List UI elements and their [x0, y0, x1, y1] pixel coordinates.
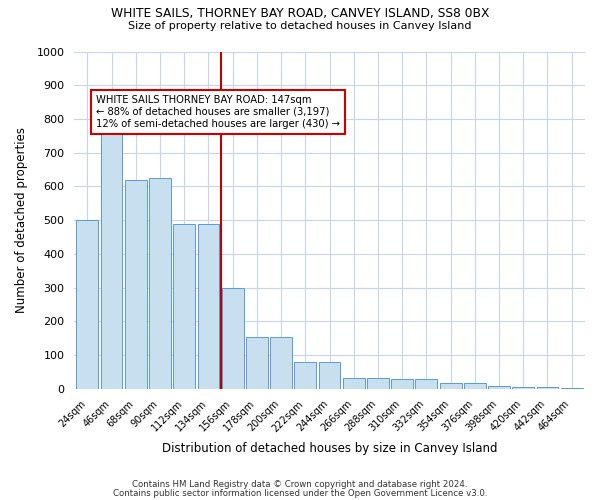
Y-axis label: Number of detached properties: Number of detached properties — [15, 127, 28, 313]
Bar — [415, 380, 437, 389]
Bar — [197, 224, 220, 389]
Bar — [270, 336, 292, 389]
Bar — [222, 288, 244, 389]
Text: Size of property relative to detached houses in Canvey Island: Size of property relative to detached ho… — [128, 21, 472, 31]
Bar — [173, 224, 195, 389]
X-axis label: Distribution of detached houses by size in Canvey Island: Distribution of detached houses by size … — [162, 442, 497, 455]
Text: Contains public sector information licensed under the Open Government Licence v3: Contains public sector information licen… — [113, 490, 487, 498]
Bar — [488, 386, 510, 389]
Bar — [295, 362, 316, 389]
Bar — [391, 380, 413, 389]
Bar — [464, 383, 486, 389]
Bar — [440, 383, 461, 389]
Bar — [76, 220, 98, 389]
Bar — [343, 378, 365, 389]
Bar — [125, 180, 147, 389]
Bar — [101, 119, 122, 389]
Bar — [512, 388, 534, 389]
Text: WHITE SAILS THORNEY BAY ROAD: 147sqm
← 88% of detached houses are smaller (3,197: WHITE SAILS THORNEY BAY ROAD: 147sqm ← 8… — [96, 96, 340, 128]
Text: Contains HM Land Registry data © Crown copyright and database right 2024.: Contains HM Land Registry data © Crown c… — [132, 480, 468, 489]
Bar — [561, 388, 583, 389]
Bar — [536, 388, 559, 389]
Bar — [319, 362, 340, 389]
Text: WHITE SAILS, THORNEY BAY ROAD, CANVEY ISLAND, SS8 0BX: WHITE SAILS, THORNEY BAY ROAD, CANVEY IS… — [111, 8, 489, 20]
Bar — [367, 378, 389, 389]
Bar — [149, 178, 171, 389]
Bar — [246, 336, 268, 389]
